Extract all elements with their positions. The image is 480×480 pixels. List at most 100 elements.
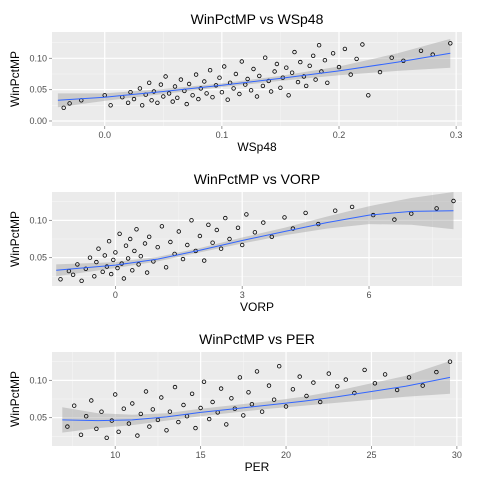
data-point bbox=[116, 429, 121, 434]
data-point bbox=[348, 72, 353, 77]
data-point bbox=[164, 428, 169, 433]
data-point bbox=[266, 78, 271, 84]
data-point bbox=[189, 391, 195, 396]
data-point bbox=[246, 390, 251, 395]
data-point bbox=[210, 94, 215, 100]
data-point bbox=[123, 243, 129, 248]
y-tick-label: 0.05 bbox=[29, 413, 47, 423]
x-tick-label: 20 bbox=[281, 450, 291, 460]
data-point bbox=[366, 93, 371, 98]
panel-wsp48: 0.0 0.1 0.2 0.3 0.00 0.05 0.10 WinPctMP vs WSp4… bbox=[0, 0, 480, 160]
data-point bbox=[269, 234, 274, 239]
data-point bbox=[176, 229, 181, 234]
data-point bbox=[170, 99, 175, 104]
data-point bbox=[451, 198, 456, 204]
data-point bbox=[227, 236, 232, 242]
plot-vorp: 0 3 6 0.05 0.10 WinPctMP vs VORP VORP WinPctMP bbox=[8, 171, 462, 314]
x-axis-title: WSp48 bbox=[237, 140, 277, 154]
smooth-line bbox=[62, 376, 451, 422]
x-tick-label: 0.2 bbox=[333, 130, 346, 140]
data-point bbox=[290, 226, 296, 231]
data-point bbox=[158, 82, 164, 87]
data-point bbox=[286, 93, 291, 98]
data-point bbox=[130, 401, 135, 406]
data-point bbox=[448, 41, 453, 46]
data-point bbox=[325, 80, 330, 85]
data-point bbox=[237, 91, 242, 97]
data-point bbox=[190, 93, 195, 98]
data-point bbox=[304, 393, 309, 399]
data-point bbox=[128, 89, 133, 95]
data-point bbox=[259, 409, 265, 414]
data-point bbox=[89, 398, 94, 403]
data-point bbox=[193, 425, 198, 431]
chart-title: WinPctMP vs VORP bbox=[194, 171, 321, 187]
data-point bbox=[233, 71, 239, 77]
data-point bbox=[282, 215, 287, 220]
data-point bbox=[75, 262, 80, 267]
data-point bbox=[278, 85, 283, 90]
data-point bbox=[138, 411, 143, 417]
x-axis-title: PER bbox=[245, 460, 270, 474]
data-point bbox=[326, 371, 331, 376]
data-point bbox=[139, 103, 145, 108]
data-point bbox=[254, 369, 260, 374]
data-point bbox=[146, 234, 152, 239]
data-point bbox=[272, 69, 277, 74]
data-point bbox=[121, 276, 127, 281]
data-point bbox=[196, 96, 201, 102]
data-point bbox=[70, 272, 76, 277]
data-point bbox=[168, 239, 173, 245]
data-point bbox=[166, 91, 172, 96]
data-point bbox=[313, 77, 318, 82]
data-point bbox=[117, 231, 122, 236]
x-tick-label: 25 bbox=[366, 450, 376, 460]
data-point bbox=[304, 83, 309, 89]
data-point bbox=[104, 264, 110, 269]
data-point bbox=[125, 100, 131, 105]
y-axis-title: WinPctMP bbox=[8, 211, 22, 267]
data-point bbox=[295, 79, 301, 85]
data-point bbox=[335, 384, 340, 389]
data-point bbox=[161, 94, 166, 99]
panel-per: 10 15 20 25 30 0.05 0.10 WinPctMP vs PER PER WinP… bbox=[0, 320, 480, 480]
data-point bbox=[218, 246, 224, 251]
data-point bbox=[277, 364, 282, 369]
data-point bbox=[178, 77, 184, 82]
data-point bbox=[197, 233, 203, 239]
plot-wsp48: 0.0 0.1 0.2 0.3 0.00 0.05 0.10 WinPctMP vs WSp4… bbox=[8, 11, 462, 154]
data-point bbox=[274, 61, 280, 67]
data-point bbox=[189, 218, 194, 223]
data-point bbox=[83, 266, 88, 271]
data-point bbox=[311, 53, 316, 58]
data-point bbox=[126, 421, 132, 426]
data-point bbox=[155, 244, 160, 250]
data-point bbox=[221, 64, 227, 69]
data-point bbox=[115, 265, 120, 271]
data-point bbox=[362, 367, 367, 373]
data-point bbox=[382, 372, 388, 377]
data-point bbox=[61, 105, 66, 110]
x-tick-label: 30 bbox=[452, 450, 462, 460]
smooth-line bbox=[56, 210, 454, 271]
data-point bbox=[271, 397, 277, 402]
y-tick-label: 0.10 bbox=[29, 53, 47, 63]
data-point bbox=[147, 424, 152, 429]
data-point bbox=[251, 66, 256, 72]
data-point bbox=[138, 253, 143, 259]
data-point bbox=[206, 416, 212, 422]
data-point bbox=[303, 210, 308, 216]
data-point bbox=[142, 241, 148, 246]
data-point bbox=[266, 383, 272, 388]
panel-vorp: 0 3 6 0.05 0.10 WinPctMP vs VORP VORP WinPctMP bbox=[0, 160, 480, 320]
data-point bbox=[316, 43, 322, 48]
data-point bbox=[263, 55, 268, 60]
data-point bbox=[198, 86, 203, 91]
data-point bbox=[79, 278, 84, 283]
data-point bbox=[292, 49, 297, 55]
plot-background bbox=[52, 32, 462, 126]
data-point bbox=[244, 212, 249, 217]
data-point bbox=[268, 89, 274, 94]
confidence-band bbox=[56, 192, 454, 277]
data-point bbox=[125, 256, 131, 261]
